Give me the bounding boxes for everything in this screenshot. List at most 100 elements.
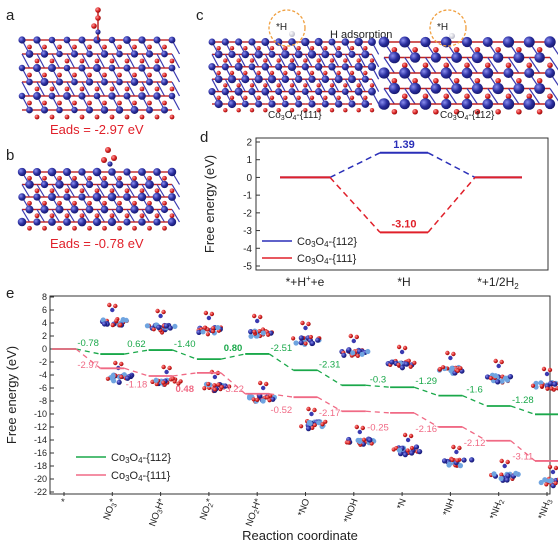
bond <box>278 54 286 68</box>
bond <box>51 81 61 97</box>
o-atom <box>474 77 481 84</box>
bond <box>36 53 46 69</box>
intermediate-structure <box>144 308 178 335</box>
co-atom <box>208 88 216 96</box>
co-atom <box>449 365 455 371</box>
o-atom <box>79 86 85 92</box>
step-energy-label: -2.51 <box>271 343 293 354</box>
bond <box>404 88 416 105</box>
co-atom <box>48 64 56 72</box>
o-atom <box>109 188 115 194</box>
co-atom <box>361 100 370 108</box>
o-atom <box>323 70 328 76</box>
adsorbate-atom <box>258 314 263 320</box>
o-atom <box>154 381 159 387</box>
co-atom <box>348 75 356 84</box>
o-atom <box>484 62 491 69</box>
co-atom <box>513 52 525 63</box>
bond <box>66 53 76 69</box>
o-atom <box>309 95 315 101</box>
co-atom <box>172 323 178 330</box>
y-tick-label: -20 <box>34 474 47 484</box>
co-atom <box>524 67 535 79</box>
bond <box>66 209 76 223</box>
co-atom <box>451 52 462 63</box>
o-atom <box>323 95 328 101</box>
o-atom <box>256 95 261 101</box>
co-atom <box>354 37 363 47</box>
o-atom <box>236 83 241 88</box>
o-atom <box>147 100 152 106</box>
co-atom <box>137 192 147 202</box>
step-energy-label: -3.11 <box>512 452 533 463</box>
co-atom <box>227 75 237 84</box>
o-atom <box>147 72 152 78</box>
panel-a-letter: a <box>6 7 15 24</box>
o-atom <box>57 175 62 181</box>
panel-d-ylabel: Free energy (eV) <box>202 155 217 253</box>
o-atom <box>154 58 160 64</box>
adsorbate-atom <box>405 437 411 443</box>
o-atom <box>57 200 62 206</box>
h-label-right: *H <box>437 22 448 33</box>
co-atom <box>359 351 365 357</box>
bond <box>344 78 353 92</box>
o-atom <box>132 225 137 231</box>
co-atom <box>123 64 131 72</box>
co-atom <box>334 100 343 108</box>
co-atom <box>308 100 316 108</box>
o-atom <box>474 108 481 115</box>
co-atom <box>248 63 256 71</box>
co-atom <box>130 50 139 58</box>
step-energy-label: -0.52 <box>271 405 293 416</box>
co-atom <box>161 78 168 86</box>
o-atom <box>312 422 317 428</box>
o-atom <box>495 77 501 84</box>
h-label-left: *H <box>276 22 287 33</box>
co-atom <box>275 88 283 96</box>
co-atom <box>146 78 153 86</box>
o-atom <box>154 213 160 219</box>
co-atom <box>221 63 229 71</box>
intermediate-structure <box>441 444 475 469</box>
panel-e-yaxis: 8 6 4 2 0 -2 -4 -6 -8 -10 -12 -14 -16 -18 -20 -22 <box>34 292 54 497</box>
panel-a-energy: Eads = -2.97 eV <box>50 122 144 137</box>
o-atom <box>162 44 167 50</box>
co-atom <box>108 92 116 100</box>
bond <box>111 81 121 97</box>
step-energy-label: -2.17 <box>319 408 341 419</box>
co-atom <box>221 87 230 96</box>
bond <box>81 53 91 69</box>
bond <box>141 184 151 198</box>
bond <box>36 209 46 223</box>
o-atom <box>72 175 77 181</box>
o-atom <box>87 225 92 231</box>
o-atom <box>64 58 70 64</box>
adsorbate-atom <box>547 464 553 470</box>
co-atom <box>451 83 463 94</box>
co-atom <box>533 380 539 386</box>
bond <box>528 88 541 105</box>
o-atom <box>495 108 501 115</box>
o-atom <box>276 83 281 88</box>
x-category-label: *NO <box>296 497 312 518</box>
co-atom <box>301 63 309 71</box>
o-atom <box>243 95 248 101</box>
co-atom <box>482 36 493 48</box>
co-atom <box>547 478 554 484</box>
o-atom <box>210 329 216 334</box>
co-atom <box>100 317 106 323</box>
co-atom <box>160 106 169 114</box>
o-atom <box>526 62 533 69</box>
bond <box>156 81 166 97</box>
o-atom <box>170 376 175 381</box>
co-atom <box>168 64 176 72</box>
co-atom <box>208 63 216 71</box>
panel-e-plot: -0.78 0.62 -1.40 0.80 -2.51 -2.31 -0.3 -1.29 -1.… <box>52 338 558 463</box>
co-atom <box>145 50 154 58</box>
o-atom <box>102 72 107 78</box>
y-tick-label: 0 <box>246 173 252 184</box>
o-atom <box>219 385 224 390</box>
panel-c-right-structure <box>378 36 558 115</box>
o-atom <box>57 100 62 106</box>
